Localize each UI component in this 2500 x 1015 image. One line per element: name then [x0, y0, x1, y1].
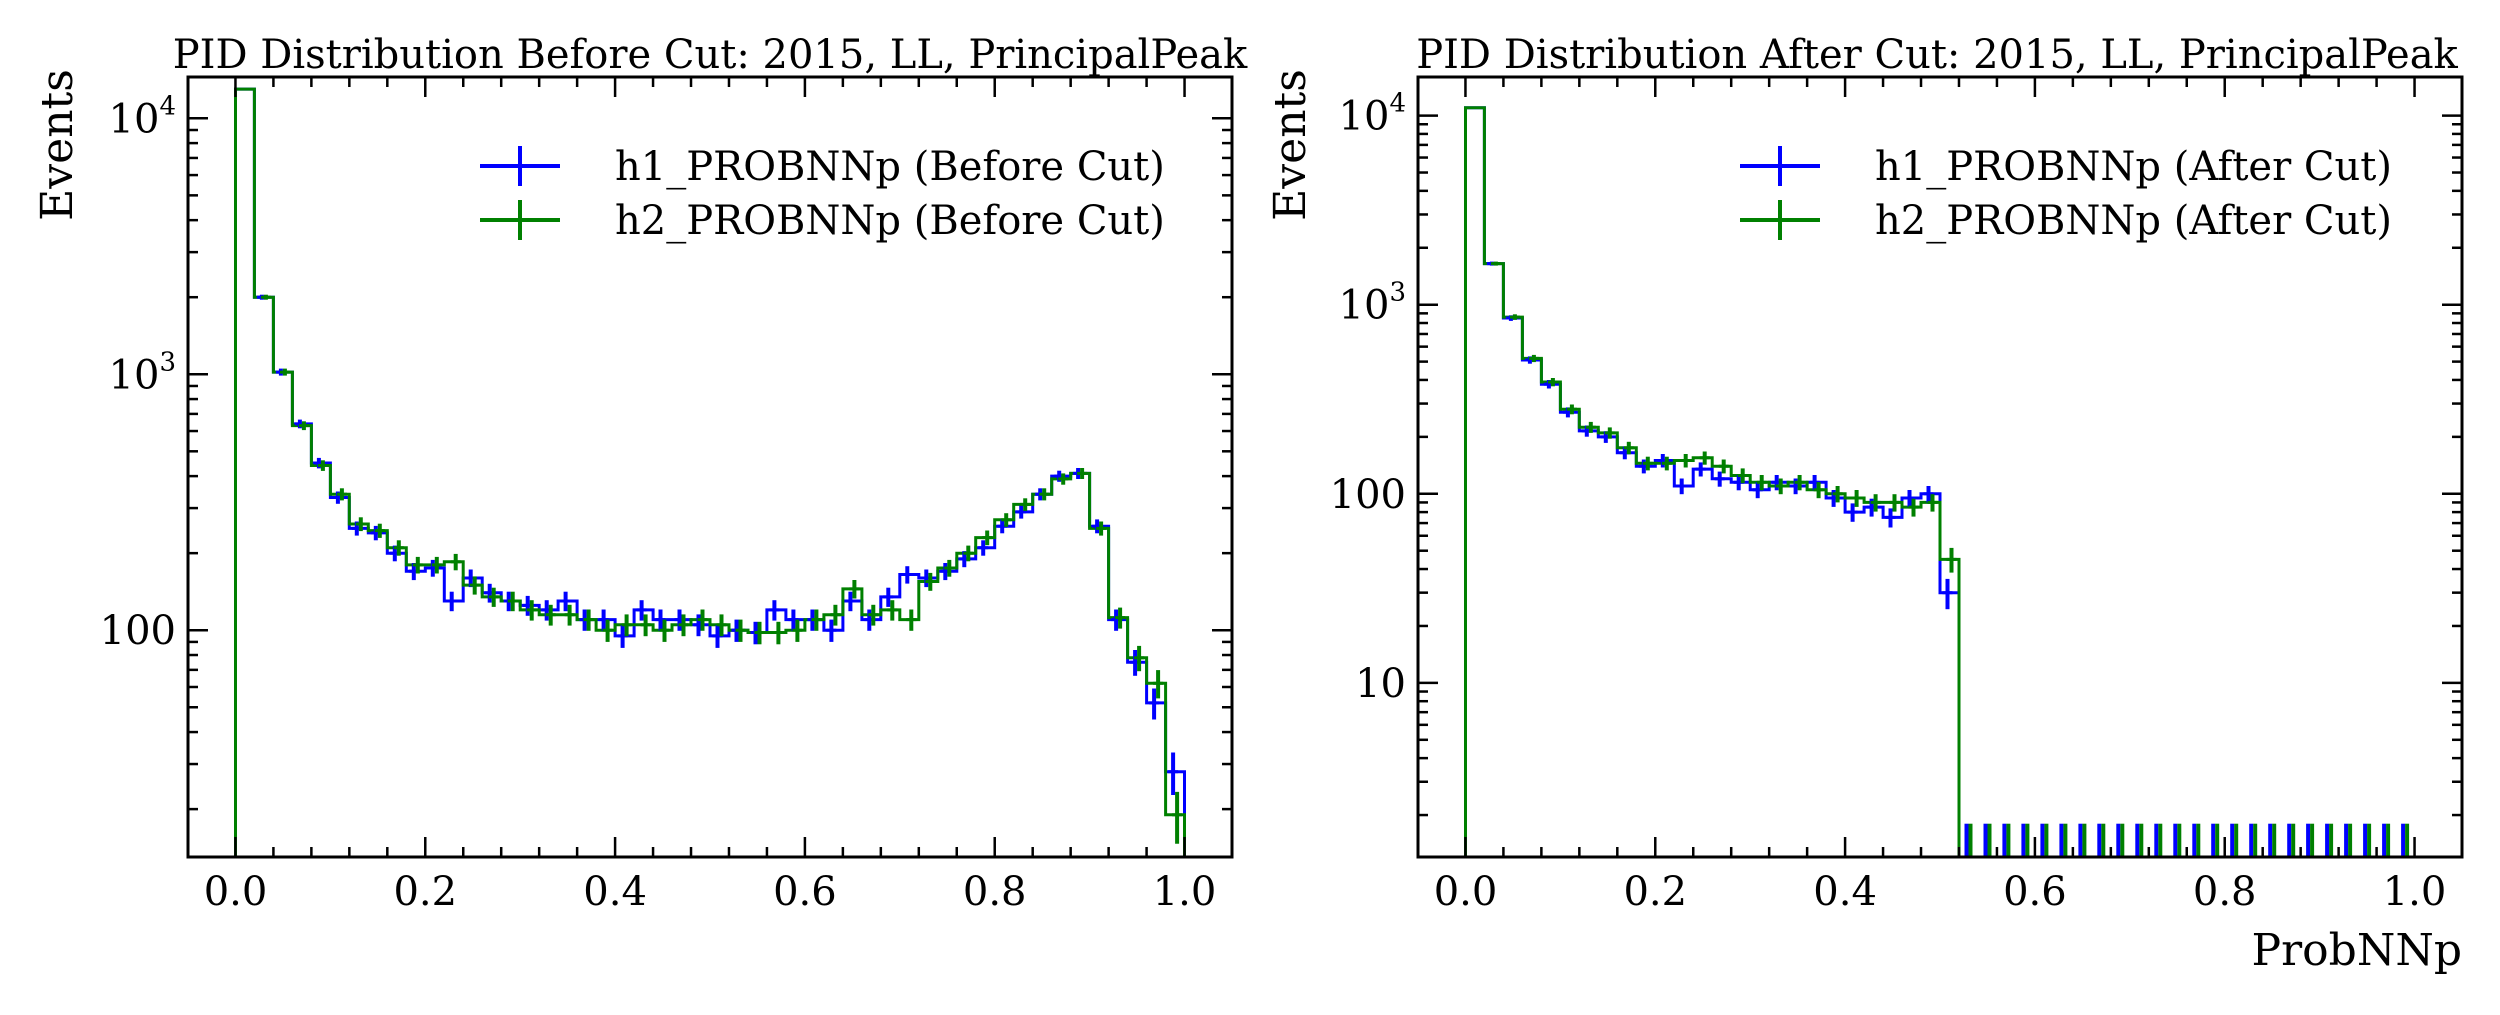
plot-frame [186, 75, 1234, 859]
y-tick-label: 104 [1339, 89, 1406, 140]
legend-label-h2: h2_PROBNNp (Before Cut) [615, 198, 1165, 244]
y-tick-label: 103 [1339, 278, 1406, 329]
legend-label-h1: h1_PROBNNp (After Cut) [1875, 144, 2392, 190]
x-tick-label: 0.0 [204, 869, 268, 915]
x-tick-labels: 0.0 0.2 0.4 0.6 0.8 1.0 [1434, 869, 2447, 915]
y-tick-labels: 10 100 103 104 [1330, 89, 1406, 707]
x-tick-label: 0.6 [2003, 869, 2067, 915]
x-tick-label: 1.0 [1153, 869, 1217, 915]
axes-ticks [188, 77, 1232, 857]
y-tick-label: 100 [100, 608, 176, 654]
x-axis-label: ProbNNp [2252, 925, 2462, 976]
x-tick-label: 0.2 [393, 869, 457, 915]
y-tick-label: 103 [109, 347, 176, 398]
x-tick-label: 0.6 [773, 869, 837, 915]
axes-ticks [1418, 77, 2462, 857]
x-tick-label: 0.0 [1434, 869, 1498, 915]
panel-before-cut: PID Distribution Before Cut: 2015, LL, P… [32, 32, 1248, 915]
y-tick-label: 100 [1330, 472, 1406, 518]
legend-label-h2: h2_PROBNNp (After Cut) [1875, 198, 2392, 244]
x-tick-labels: 0.0 0.2 0.4 0.6 0.8 1.0 [204, 869, 1217, 915]
x-tick-label: 0.8 [2193, 869, 2257, 915]
plot-frame [1416, 75, 2464, 859]
y-axis-label: Events [1265, 69, 1316, 221]
y-tick-labels: 100 103 104 [100, 91, 176, 654]
y-tick-label: 10 [1355, 661, 1406, 707]
y-tick-label: 104 [109, 91, 176, 142]
error-bars [256, 294, 1183, 844]
x-tick-label: 0.4 [583, 869, 647, 915]
error-bars [1486, 261, 2410, 857]
x-tick-label: 0.4 [1813, 869, 1877, 915]
legend-label-h1: h1_PROBNNp (Before Cut) [615, 144, 1165, 190]
chart-title: PID Distribution Before Cut: 2015, LL, P… [173, 32, 1248, 78]
x-tick-label: 0.2 [1623, 869, 1687, 915]
x-tick-label: 1.0 [2383, 869, 2447, 915]
x-tick-label: 0.8 [963, 869, 1027, 915]
legend: h1_PROBNNp (Before Cut) h2_PROBNNp (Befo… [480, 144, 1165, 244]
panel-after-cut: PID Distribution After Cut: 2015, LL, Pr… [1265, 32, 2464, 976]
chart-title: PID Distribution After Cut: 2015, LL, Pr… [1416, 32, 2458, 78]
y-axis-label: Events [32, 69, 83, 221]
legend: h1_PROBNNp (After Cut) h2_PROBNNp (After… [1740, 144, 2392, 244]
